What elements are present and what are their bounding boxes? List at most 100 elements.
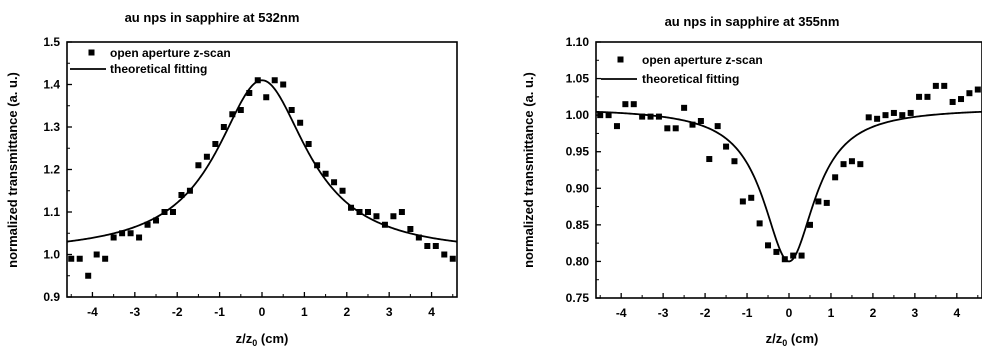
x-axis-label-unit: (cm) [787, 331, 818, 346]
y-tick-label: 1.00 [566, 108, 590, 122]
x-tick-label: 2 [870, 306, 877, 320]
data-point [169, 209, 176, 215]
data-point [220, 124, 227, 130]
x-tick-label: -2 [700, 306, 711, 320]
y-tick-label: 1.5 [43, 35, 60, 49]
data-point [110, 234, 117, 241]
data-point [832, 174, 839, 181]
x-tick-label: -3 [658, 306, 669, 320]
y-tick-label: 1.0 [43, 248, 60, 262]
x-axis-label-subscript: 0 [782, 338, 787, 348]
chart-532nm: au nps in sapphire at 532nm -4 -3 -2 -1 0 1 2 3… [5, 10, 458, 348]
data-point [288, 107, 295, 113]
legend-label-points: open aperture z-scan [110, 46, 231, 60]
y-tick-label: 1.3 [43, 120, 60, 134]
data-point [93, 251, 100, 258]
legend-marker-square [617, 56, 624, 63]
data-point [144, 221, 151, 228]
data-point [212, 141, 219, 147]
legend-label-line: theoretical fitting [110, 62, 207, 76]
legend: open aperture z-scan theoretical fitting [601, 53, 763, 86]
data-point [739, 198, 746, 205]
data-point [76, 255, 83, 262]
data-point [398, 209, 405, 215]
data-point [664, 125, 671, 132]
x-tick-label: -3 [129, 305, 140, 319]
data-point [639, 113, 646, 120]
data-point [407, 226, 414, 232]
series-open-aperture [597, 82, 981, 263]
data-point [322, 170, 329, 177]
y-tick-label: 1.1 [43, 205, 60, 219]
x-axis: -4 -3 -2 -1 0 1 2 3 4 [599, 293, 979, 320]
data-point [136, 234, 143, 241]
data-point [941, 82, 948, 89]
data-point [949, 98, 956, 105]
series-theoretical-fitting [595, 110, 982, 263]
data-point [630, 101, 637, 108]
data-point [840, 161, 847, 168]
data-point [756, 220, 763, 227]
data-point [364, 209, 371, 215]
data-point [246, 90, 253, 96]
data-point [806, 221, 813, 228]
x-tick-label: -2 [172, 305, 183, 319]
data-point [203, 153, 210, 160]
chart-title: au nps in sapphire at 532nm [125, 10, 300, 25]
data-point [424, 243, 431, 249]
data-point [597, 112, 604, 119]
data-point [339, 187, 346, 194]
data-point [974, 86, 981, 93]
data-point [823, 199, 830, 206]
data-point [697, 117, 704, 124]
data-point [798, 252, 805, 259]
data-point [613, 123, 620, 130]
data-point [932, 82, 939, 89]
x-tick-label: -1 [214, 305, 225, 319]
x-tick-label: 3 [912, 306, 919, 320]
x-axis-label-main: z/z [236, 331, 253, 346]
x-axis-label-subscript: 0 [252, 338, 257, 348]
chart-title: au nps in sapphire at 355nm [665, 14, 840, 29]
data-point [899, 112, 906, 119]
data-point [348, 204, 355, 211]
data-point [85, 272, 92, 279]
data-point [263, 94, 270, 101]
data-point [714, 123, 721, 130]
y-tick-label: 0.90 [566, 181, 590, 195]
legend-label-points: open aperture z-scan [642, 53, 763, 67]
legend-marker-square [88, 49, 95, 56]
data-point [907, 109, 914, 116]
data-point [331, 179, 338, 186]
data-point [622, 101, 629, 108]
data-point [689, 121, 696, 128]
chart-355nm: au nps in sapphire at 355nm -4 -3 -2 -1 0 1 2 3… [521, 14, 982, 348]
data-point [127, 230, 134, 237]
y-tick-label: 0.95 [566, 145, 590, 159]
data-point [706, 156, 713, 163]
y-tick-label: 0.85 [566, 218, 590, 232]
data-point [890, 109, 897, 116]
data-point [647, 113, 654, 120]
x-tick-label: -4 [616, 306, 627, 320]
data-point [254, 77, 261, 84]
data-point [857, 161, 864, 168]
data-point [874, 115, 881, 122]
data-point [916, 93, 923, 100]
data-point [178, 192, 185, 198]
data-point [958, 96, 965, 103]
x-tick-label: 1 [828, 306, 835, 320]
data-point [237, 107, 244, 113]
y-axis: 0.9 1.0 1.1 1.2 1.3 1.4 1.5 [43, 35, 72, 304]
data-point [432, 243, 439, 249]
x-axis-label: z/z0 (cm) [766, 331, 819, 348]
data-point [271, 77, 278, 84]
legend: open aperture z-scan theoretical fitting [70, 46, 231, 76]
data-point [848, 158, 855, 165]
y-tick-label: 0.9 [43, 290, 60, 304]
x-tick-label: -1 [742, 306, 753, 320]
legend-label-line: theoretical fitting [642, 72, 739, 86]
data-point [723, 143, 730, 150]
data-point [731, 158, 738, 165]
data-point [882, 112, 889, 119]
